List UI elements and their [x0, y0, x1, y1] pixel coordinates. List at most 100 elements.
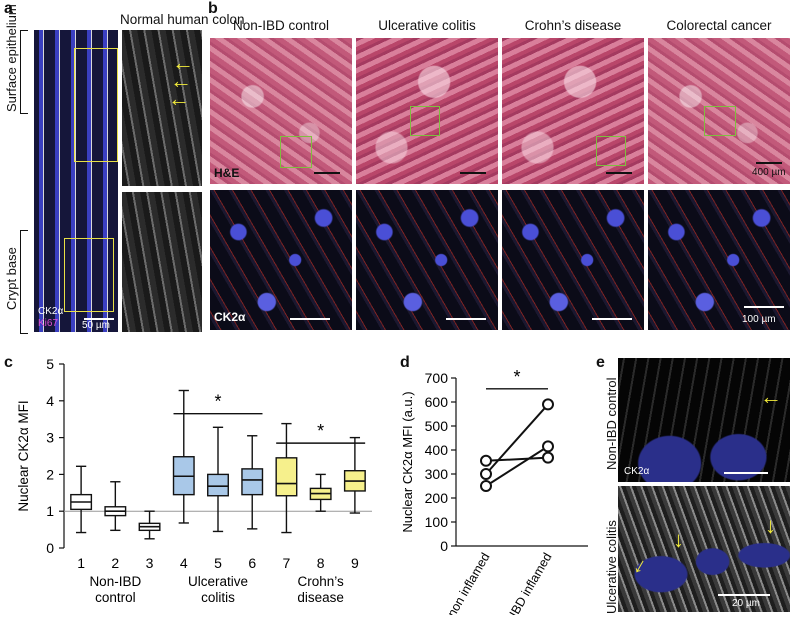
zoom-crypt-gray [122, 192, 202, 332]
y-tick-label: 700 [425, 370, 449, 386]
data-point [542, 398, 554, 411]
significance-star: * [513, 367, 520, 387]
he-uc [356, 38, 498, 184]
if-uc [356, 190, 498, 330]
y-tick-label: 4 [46, 393, 54, 409]
box [275, 457, 298, 497]
if-crohns [502, 190, 644, 330]
x-tick-label: 2 [111, 555, 119, 571]
data-point [542, 451, 554, 464]
column-title: Crohn’s disease [524, 18, 622, 33]
scale-bar [718, 594, 770, 596]
x-tick-label: IBD inflamed [507, 550, 555, 615]
arrow-icon: ← [754, 516, 779, 538]
scale-bar [84, 318, 114, 320]
x-tick-label: 4 [180, 555, 188, 571]
group-label: Non-IBD [89, 574, 141, 589]
bracket-surface [20, 30, 28, 114]
y-tick-label: 500 [425, 418, 449, 434]
scale-bar [592, 318, 632, 320]
data-point [542, 440, 554, 453]
roi-box [410, 106, 440, 136]
panel-a-title: Normal human colon [120, 12, 245, 27]
pair-line [485, 445, 549, 487]
he-label: H&E [214, 166, 240, 180]
y-tick-label: 0 [46, 540, 54, 556]
pair-line [485, 403, 549, 475]
bracket-crypt [20, 230, 28, 334]
scale-bar [744, 306, 784, 308]
scale-bar [724, 472, 768, 474]
roi-box [280, 136, 312, 168]
y-axis-label: Nuclear CK2α MFI (a.u.) [400, 391, 415, 532]
column-title: Colorectal cancer [666, 18, 772, 33]
scale-bar [606, 172, 632, 174]
if-crc: 100 µm [648, 190, 790, 330]
if-nonibd: CK2α [210, 190, 352, 330]
panel-label-a: a [4, 0, 13, 17]
scale-bar-label: 50 µm [82, 320, 110, 331]
group-label: disease [297, 590, 344, 605]
x-tick-label: 5 [214, 555, 222, 571]
scale-bar [314, 172, 340, 174]
group-label: colitis [201, 590, 235, 605]
x-tick-label: 8 [317, 555, 325, 571]
group-label: control [95, 590, 136, 605]
if-scale-label: 100 µm [742, 314, 776, 325]
box [241, 468, 264, 496]
x-tick-label: 6 [248, 555, 256, 571]
y-tick-label: 2 [46, 466, 54, 482]
box [207, 473, 229, 497]
e-scale-label: 20 µm [732, 598, 760, 609]
label-surface-epithelium: Surface epithelium [4, 4, 19, 112]
arrow-icon: ← [620, 548, 653, 581]
pair-line [485, 456, 549, 462]
stain-ki67-label: Ki67 [38, 318, 59, 329]
column-title: Non-IBD control [232, 18, 330, 33]
label-crypt-base: Crypt base [4, 247, 19, 310]
panel-label-d: d [400, 354, 410, 371]
data-point [480, 468, 492, 480]
he-scale-label: 400 µm [752, 167, 786, 178]
y-tick-label: 600 [425, 394, 449, 410]
y-tick-label: 5 [46, 356, 54, 372]
group-label: Crohn’s [298, 574, 345, 589]
y-axis-label: Nuclear CK2α MFI [16, 400, 31, 511]
y-tick-label: 0 [440, 538, 448, 554]
x-tick-label: IBD non inflamed [433, 550, 493, 615]
x-tick-label: 7 [283, 555, 291, 571]
y-tick-label: 200 [425, 490, 449, 506]
roi-box [596, 136, 626, 166]
column-title: Ulcerative colitis [378, 18, 476, 33]
zoom-box-top [74, 48, 118, 162]
x-tick-label: 3 [146, 555, 154, 571]
chart-d: 0 100 200 300 400 500 600 700 Nuclear CK2α MFI (… [400, 367, 588, 615]
scale-bar [290, 318, 330, 320]
significance-star: * [317, 421, 324, 441]
zoom-surface-gray: ← ← ← [122, 30, 202, 186]
panel-label-e: e [596, 354, 605, 371]
arrow-icon: ← [760, 384, 782, 409]
group-label: Ulcerative [188, 574, 248, 589]
x-tick-label: 1 [77, 555, 85, 571]
scale-bar [756, 162, 782, 164]
he-crc: 400 µm [648, 38, 790, 184]
y-tick-label: 3 [46, 430, 54, 446]
label-uc-e: Ulcerative colitis [604, 520, 619, 614]
y-tick-label: 400 [425, 442, 449, 458]
arrow-icon: ← [168, 86, 190, 111]
significance-star: * [214, 392, 221, 412]
scale-bar [446, 318, 486, 320]
e-nonibd-micrograph: ← CK2α [618, 358, 790, 482]
data-point [480, 480, 492, 492]
y-tick-label: 300 [425, 466, 449, 482]
y-tick-label: 1 [46, 503, 54, 519]
panel-label-c: c [4, 354, 13, 371]
x-tick-label: 9 [351, 555, 359, 571]
arrow-icon: ← [170, 68, 192, 93]
data-point [480, 454, 492, 467]
e-stain-label: CK2α [624, 466, 650, 477]
colon-micrograph: CK2α Ki67 50 µm [34, 30, 118, 332]
panel-label-b: b [208, 0, 218, 17]
